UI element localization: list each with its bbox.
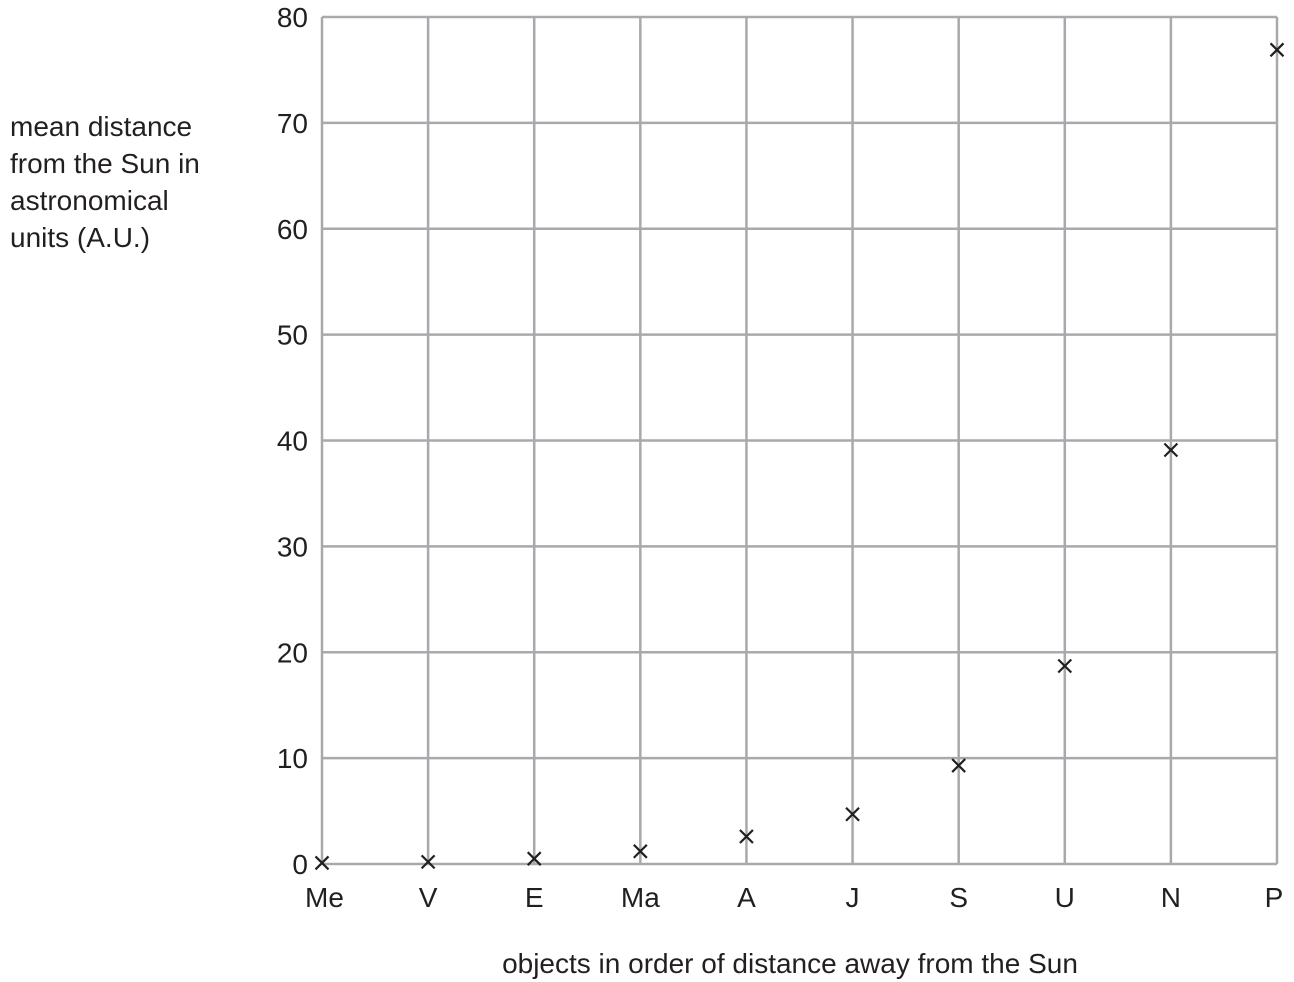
y-axis-label-line: units (A.U.): [10, 222, 151, 253]
scatter-chart: 0 10 20 30 40 50 60 70 80 Me V E Ma A J S U N P: [277, 2, 1285, 913]
x-tick-label: Ma: [621, 882, 660, 913]
y-axis-label-line: mean distance: [10, 111, 193, 142]
data-point-marker: [951, 758, 966, 773]
x-tick-label: J: [846, 882, 860, 913]
x-tick-label: A: [737, 882, 756, 913]
y-axis-label: mean distance from the Sun in astronomic…: [10, 108, 240, 256]
y-tick-labels: 0 10 20 30 40 50 60 70 80: [277, 2, 308, 880]
x-tick-label: Me: [305, 882, 344, 913]
grid-lines: [320, 15, 1279, 866]
y-tick-label: 50: [277, 320, 308, 351]
data-point-marker: [314, 855, 330, 871]
data-point-marker: [1163, 442, 1179, 458]
data-points: [314, 42, 1285, 871]
x-tick-labels: Me V E Ma A J S U N P: [305, 882, 1283, 913]
data-point-marker: [739, 829, 754, 844]
data-point-marker: [1269, 42, 1285, 58]
x-tick-label: S: [949, 882, 968, 913]
data-point-marker: [526, 851, 542, 866]
y-tick-label: 80: [277, 2, 308, 33]
y-tick-label: 20: [277, 637, 308, 668]
y-axis-label-line: astronomical: [10, 185, 169, 216]
y-tick-label: 10: [277, 743, 308, 774]
x-tick-label: U: [1055, 882, 1075, 913]
x-axis-label: objects in order of distance away from t…: [502, 948, 1078, 979]
data-point-marker: [633, 844, 648, 859]
data-point-marker: [1057, 658, 1073, 674]
y-tick-label: 30: [277, 531, 308, 562]
x-tick-label: P: [1265, 882, 1284, 913]
y-tick-label: 0: [292, 849, 308, 880]
data-point-marker: [420, 854, 436, 870]
y-tick-label: 60: [277, 214, 308, 245]
y-axis-label-line: from the Sun in: [10, 148, 200, 179]
x-tick-label: N: [1161, 882, 1181, 913]
y-tick-label: 70: [277, 108, 308, 139]
y-tick-label: 40: [277, 426, 308, 457]
x-tick-label: V: [419, 882, 438, 913]
x-tick-label: E: [525, 882, 544, 913]
data-point-marker: [845, 806, 860, 822]
